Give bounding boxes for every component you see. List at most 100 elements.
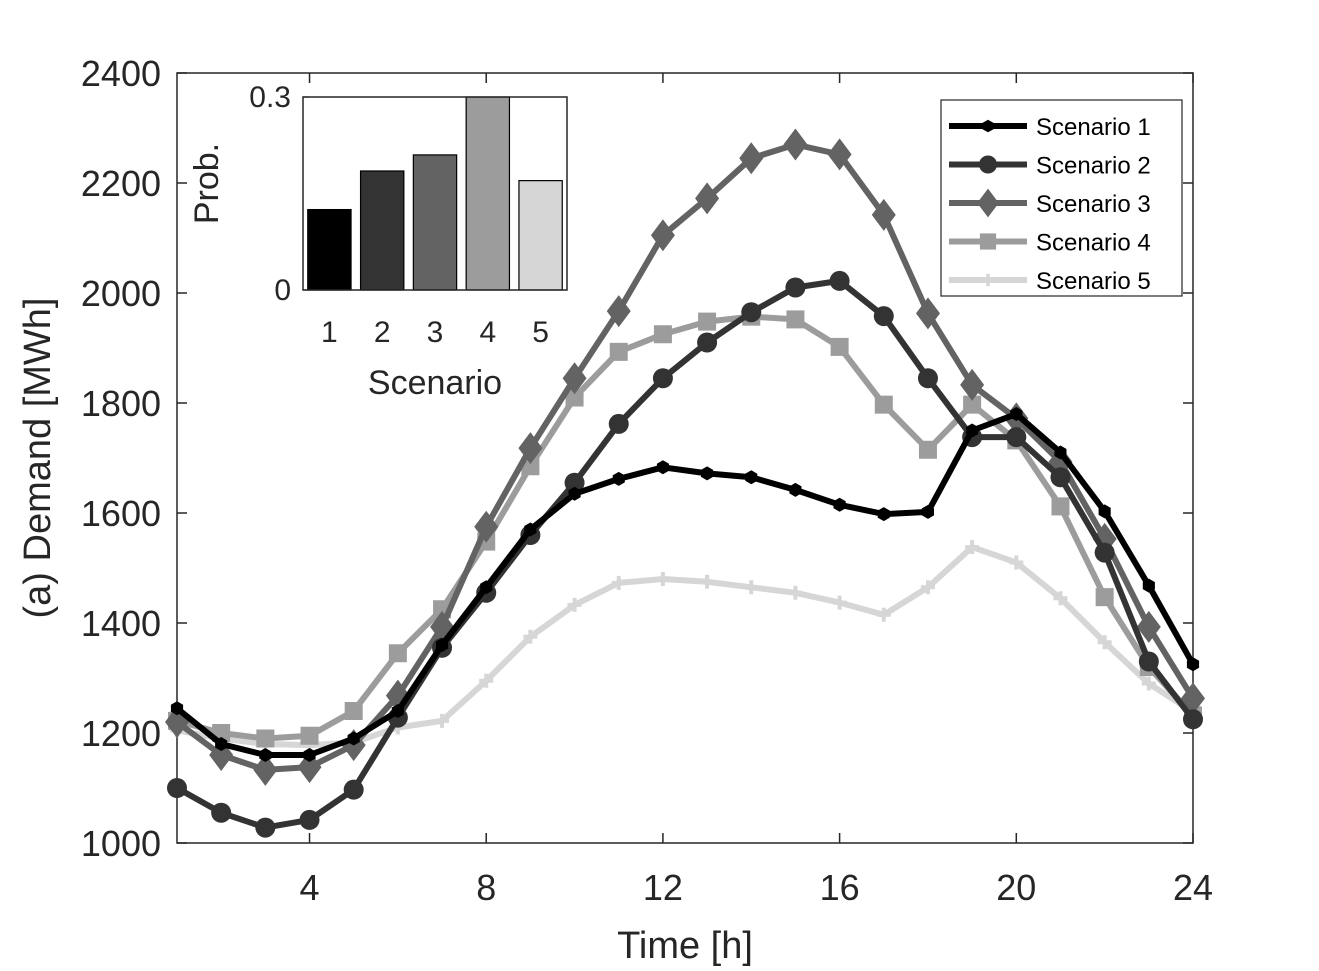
- point-marker: [979, 155, 997, 174]
- point-marker: [479, 673, 494, 688]
- point-marker: [523, 629, 538, 644]
- x-axis-label: Time [h]: [617, 925, 753, 967]
- point-marker: [876, 607, 891, 622]
- point-marker: [211, 802, 232, 823]
- point-marker: [1136, 610, 1161, 643]
- point-marker: [297, 751, 322, 784]
- inset-x-tick-label: 2: [374, 316, 391, 349]
- point-marker: [480, 580, 493, 595]
- point-marker: [656, 460, 669, 475]
- point-marker: [655, 572, 670, 586]
- point-marker: [388, 644, 407, 663]
- point-marker: [982, 119, 994, 133]
- legend-label: Scenario 4: [1036, 230, 1151, 257]
- point-marker: [981, 273, 995, 287]
- x-tick-label: 12: [643, 867, 683, 908]
- inset-x-tick-label: 5: [532, 316, 549, 349]
- point-marker: [966, 423, 979, 438]
- y-tick-label: 2000: [81, 273, 161, 314]
- point-marker: [653, 325, 672, 344]
- point-marker: [436, 638, 449, 652]
- point-marker: [259, 748, 272, 762]
- point-marker: [921, 504, 934, 519]
- probability-bar: [359, 170, 405, 291]
- series-4: [168, 307, 1202, 748]
- y-axis-label: (a) Demand [MWh]: [17, 298, 59, 619]
- series-1: [170, 407, 1200, 762]
- point-marker: [1142, 578, 1155, 593]
- point-marker: [979, 233, 997, 250]
- point-marker: [562, 362, 587, 395]
- inset-x-tick-label: 4: [479, 316, 496, 349]
- inset-x-tick-label: 3: [427, 316, 444, 349]
- point-marker: [1051, 497, 1070, 516]
- legend-label: Scenario 2: [1036, 153, 1151, 180]
- point-marker: [741, 302, 762, 323]
- y-tick-label: 1600: [81, 493, 161, 534]
- point-marker: [697, 332, 718, 353]
- legend-label: Scenario 3: [1036, 191, 1151, 218]
- point-marker: [744, 580, 759, 595]
- point-marker: [606, 295, 631, 328]
- legend-label: Scenario 5: [1036, 268, 1151, 295]
- point-marker: [965, 540, 980, 555]
- point-marker: [568, 486, 581, 501]
- point-marker: [567, 597, 582, 612]
- series-line: [175, 411, 1196, 758]
- inset-probability-chart: 1 2 3 4 5 0 0.3 Scenario Prob.: [188, 81, 568, 402]
- point-marker: [783, 128, 808, 161]
- point-marker: [877, 507, 890, 522]
- point-marker: [524, 522, 537, 537]
- inset-frame: [302, 96, 568, 291]
- y-tick-label: 2400: [81, 53, 161, 94]
- point-marker: [827, 138, 852, 171]
- point-marker: [963, 395, 982, 414]
- point-marker: [1138, 651, 1159, 672]
- point-marker: [830, 337, 849, 356]
- point-marker: [167, 778, 187, 798]
- point-marker: [611, 575, 626, 590]
- point-marker: [343, 779, 364, 800]
- probability-bar: [307, 208, 352, 291]
- x-tick-label: 4: [300, 867, 320, 908]
- point-marker: [1183, 709, 1203, 730]
- point-marker: [347, 731, 360, 746]
- point-marker: [1006, 427, 1027, 448]
- y-tick-label: 1000: [81, 823, 161, 864]
- point-marker: [873, 306, 894, 327]
- point-marker: [1181, 682, 1205, 715]
- point-marker: [1009, 555, 1024, 570]
- point-marker: [1053, 591, 1068, 606]
- y-tick-label: 1200: [81, 713, 161, 754]
- x-tick-label: 16: [820, 867, 860, 908]
- point-marker: [1050, 467, 1071, 488]
- point-marker: [518, 432, 543, 465]
- point-marker: [344, 702, 363, 720]
- inset-y-tick-label: 0: [274, 274, 291, 307]
- probability-bar: [412, 154, 458, 291]
- point-marker: [1141, 676, 1156, 691]
- legend-label: Scenario 1: [1036, 114, 1151, 141]
- probability-bar: [518, 180, 563, 291]
- x-tick-label: 24: [1173, 867, 1213, 908]
- point-marker: [612, 471, 625, 486]
- point-marker: [609, 342, 628, 361]
- point-marker: [832, 595, 847, 610]
- point-marker: [745, 470, 758, 485]
- point-marker: [256, 729, 275, 748]
- point-marker: [1094, 542, 1115, 563]
- point-marker: [785, 277, 806, 298]
- point-marker: [1010, 407, 1023, 421]
- point-marker: [299, 809, 320, 830]
- point-marker: [695, 182, 720, 215]
- point-marker: [833, 497, 846, 512]
- legend: Scenario 1 Scenario 2 Scenario 3 Scenario 4…: [940, 99, 1183, 297]
- point-marker: [1186, 657, 1200, 672]
- point-marker: [170, 701, 184, 716]
- point-marker: [788, 585, 803, 600]
- point-marker: [698, 312, 717, 331]
- point-marker: [652, 368, 673, 389]
- point-marker: [918, 440, 937, 459]
- point-marker: [474, 510, 499, 543]
